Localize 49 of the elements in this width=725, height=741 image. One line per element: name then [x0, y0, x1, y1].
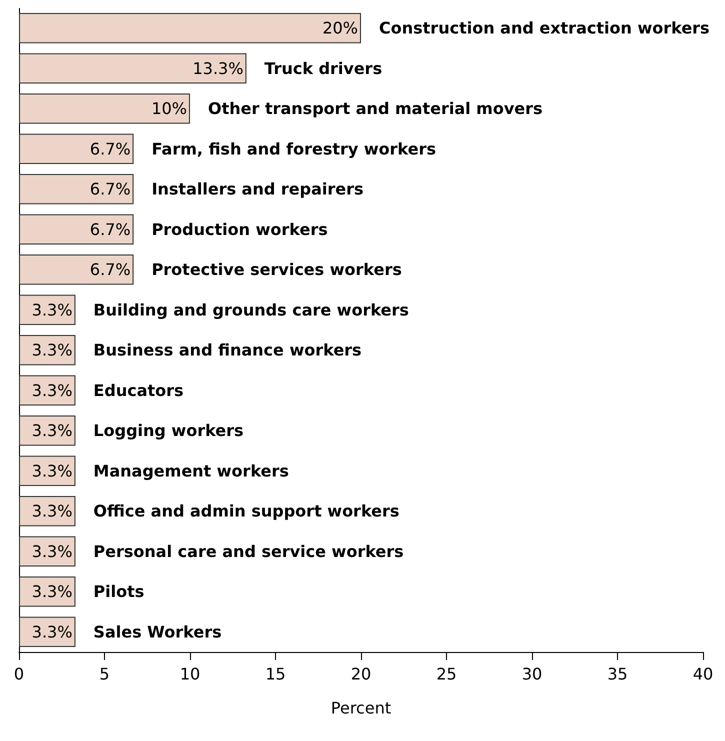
- y-tick-label: Farm, fish and forestry workers: [152, 139, 436, 158]
- y-tick-label: Building and grounds care workers: [93, 300, 409, 320]
- y-tick-label: Educators: [93, 380, 184, 400]
- data-label: 10%: [151, 99, 187, 118]
- y-tick-label: Business and finance workers: [93, 340, 362, 360]
- data-label: 6.7%: [90, 139, 131, 158]
- y-tick-label: Production workers: [152, 220, 328, 239]
- data-label: 3.3%: [32, 421, 72, 440]
- y-tick-label: Logging workers: [93, 421, 244, 440]
- data-label: 13.3%: [192, 58, 244, 78]
- data-label: 3.3%: [32, 582, 72, 602]
- bar: [19, 53, 246, 84]
- x-tick-label: 5: [99, 664, 110, 684]
- y-tick-label: Pilots: [93, 582, 144, 602]
- x-tick-label: 10: [180, 664, 200, 684]
- bar: [19, 214, 134, 244]
- y-tick-label: Construction and extraction workers: [379, 18, 710, 38]
- y-tick-label: Sales Workers: [93, 622, 222, 642]
- data-label: 6.7%: [90, 260, 131, 280]
- bar: [19, 94, 190, 124]
- x-tick-label: 0: [14, 664, 24, 684]
- data-label: 6.7%: [90, 180, 131, 199]
- data-label: 3.3%: [32, 502, 72, 521]
- y-tick-label: Office and admin support workers: [93, 502, 400, 521]
- data-label: 3.3%: [32, 461, 72, 480]
- y-tick-label: Personal care and service workers: [93, 542, 404, 561]
- x-tick-label: 35: [607, 664, 628, 684]
- data-label: 3.3%: [32, 542, 72, 561]
- data-label: 6.7%: [90, 220, 131, 239]
- x-tick-label: 25: [436, 664, 457, 684]
- bar: [19, 174, 134, 204]
- y-tick-label: Installers and repairers: [152, 180, 364, 199]
- bar: [19, 13, 361, 44]
- y-tick-label: Truck drivers: [264, 58, 382, 78]
- data-label: 3.3%: [32, 380, 72, 400]
- x-axis-title: Percent: [330, 698, 392, 718]
- x-tick-label: 30: [522, 664, 542, 684]
- y-tick-label: Other transport and material movers: [208, 99, 543, 118]
- data-label: 3.3%: [32, 622, 72, 642]
- y-tick-label: Management workers: [93, 461, 289, 480]
- data-label: 3.3%: [32, 340, 72, 360]
- data-label: 3.3%: [32, 300, 72, 320]
- x-tick-label: 15: [265, 664, 286, 684]
- data-label: 20%: [322, 18, 358, 38]
- y-tick-label: Protective services workers: [152, 260, 402, 280]
- bar: [19, 254, 134, 285]
- x-tick-label: 40: [692, 664, 714, 684]
- x-tick-label: 20: [350, 664, 372, 684]
- bar: [19, 134, 134, 164]
